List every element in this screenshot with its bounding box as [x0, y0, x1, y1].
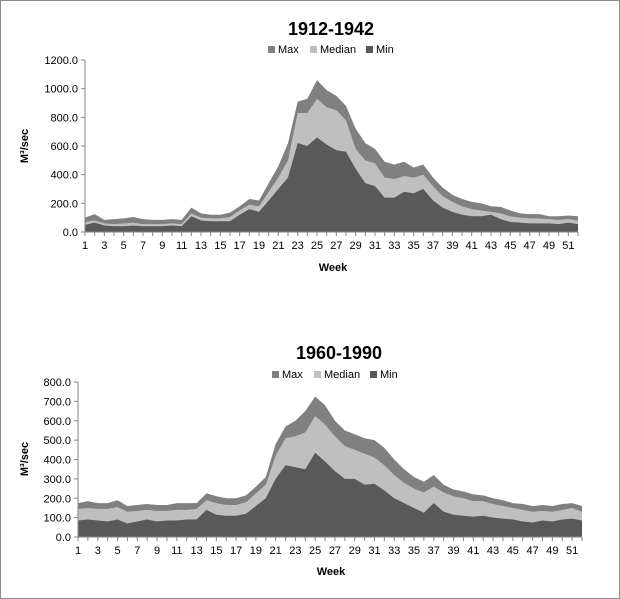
legend-label-min: Min [376, 44, 394, 56]
x-tick-label: 41 [466, 240, 478, 252]
y-tick-label: 800.0 [43, 377, 71, 389]
y-tick-label: 0.0 [63, 227, 78, 239]
legend-swatch-min [366, 46, 373, 53]
x-tick-label: 37 [427, 240, 439, 252]
x-tick-label: 49 [543, 240, 555, 252]
y-axis-label: M³/sec [19, 442, 31, 476]
x-tick-label: 19 [253, 240, 265, 252]
x-tick-label: 47 [526, 545, 538, 557]
legend-label-max: Max [278, 44, 299, 56]
y-axis-label: M³/sec [19, 129, 31, 163]
chart-1960-1990: 1960-1990 Max Median Min M³/sec Week 0.0 10… [19, 343, 583, 578]
y-tick-label: 600.0 [50, 141, 78, 153]
x-tick-label: 7 [140, 240, 146, 252]
y-tick-label: 200.0 [50, 198, 78, 210]
x-tick-label: 15 [210, 545, 222, 557]
y-tick-label: 1200.0 [44, 55, 78, 67]
y-tick-label: 500.0 [43, 435, 71, 447]
x-tick-label: 1 [82, 240, 88, 252]
y-tick-label: 200.0 [43, 493, 71, 505]
legend-label-median: Median [320, 44, 356, 56]
x-tick-label: 17 [230, 545, 242, 557]
legend-swatch-min [370, 371, 377, 378]
y-tick-label: 1000.0 [44, 84, 78, 96]
legend-swatch-median [310, 46, 317, 53]
x-tick-label: 35 [408, 240, 420, 252]
chart-legend: Max Median Min [272, 369, 398, 381]
legend-swatch-max [268, 46, 275, 53]
x-tick-label: 5 [121, 240, 127, 252]
x-tick-label: 33 [388, 545, 400, 557]
x-axis-label: Week [317, 566, 346, 578]
x-tick-label: 17 [234, 240, 246, 252]
y-tick-label: 800.0 [50, 112, 78, 124]
x-tick-label: 39 [446, 240, 458, 252]
x-tick-label: 41 [467, 545, 479, 557]
x-axis-label: Week [319, 262, 348, 274]
x-tick-label: 45 [504, 240, 516, 252]
x-tick-label: 13 [190, 545, 202, 557]
legend-label-median: Median [324, 369, 360, 381]
legend-label-max: Max [282, 369, 303, 381]
x-tick-label: 37 [428, 545, 440, 557]
x-tick-label: 1 [75, 545, 81, 557]
y-tick-label: 700.0 [43, 396, 71, 408]
x-tick-label: 5 [114, 545, 120, 557]
x-tick-label: 31 [368, 545, 380, 557]
plot-area: 0.0 100.0 200.0 300.0 400.0 500.0 600.0 700.0 80… [43, 377, 583, 557]
x-tick-label: 51 [566, 545, 578, 557]
y-tick-label: 0.0 [56, 532, 71, 544]
x-tick-label: 21 [272, 240, 284, 252]
chart-legend: Max Median Min [268, 44, 394, 56]
x-tick-label: 27 [330, 240, 342, 252]
legend-label-min: Min [380, 369, 398, 381]
x-tick-label: 33 [388, 240, 400, 252]
legend-swatch-max [272, 371, 279, 378]
x-tick-label: 15 [214, 240, 226, 252]
x-tick-label: 25 [311, 240, 323, 252]
x-tick-label: 47 [524, 240, 536, 252]
x-tick-label: 51 [562, 240, 574, 252]
y-tick-label: 100.0 [43, 513, 71, 525]
legend-swatch-median [314, 371, 321, 378]
y-tick-label: 300.0 [43, 474, 71, 486]
y-tick-label: 600.0 [43, 416, 71, 428]
x-tick-label: 3 [95, 545, 101, 557]
x-tick-label: 27 [329, 545, 341, 557]
x-tick-label: 49 [546, 545, 558, 557]
x-tick-label: 21 [270, 545, 282, 557]
chart-title: 1912-1942 [288, 19, 374, 39]
x-tick-label: 31 [369, 240, 381, 252]
x-tick-label: 35 [408, 545, 420, 557]
area-series-min [78, 452, 582, 537]
x-tick-label: 9 [154, 545, 160, 557]
x-tick-label: 29 [350, 240, 362, 252]
x-tick-label: 23 [289, 545, 301, 557]
x-tick-label: 13 [195, 240, 207, 252]
x-tick-label: 9 [159, 240, 165, 252]
x-tick-label: 11 [176, 240, 187, 252]
y-tick-label: 400.0 [50, 170, 78, 182]
x-tick-label: 25 [309, 545, 321, 557]
chart-1912-1942: 1912-1942 Max Median Min M³/sec Week 0.0 20… [19, 19, 579, 274]
chart-title: 1960-1990 [296, 343, 382, 363]
x-tick-label: 19 [250, 545, 262, 557]
x-tick-label: 3 [101, 240, 107, 252]
x-tick-label: 45 [507, 545, 519, 557]
x-tick-label: 39 [447, 545, 459, 557]
x-tick-label: 23 [292, 240, 304, 252]
y-tick-label: 400.0 [43, 455, 71, 467]
x-tick-label: 43 [485, 240, 497, 252]
x-tick-label: 11 [171, 545, 182, 557]
x-tick-label: 43 [487, 545, 499, 557]
area-series-min [85, 137, 578, 232]
x-tick-label: 7 [134, 545, 140, 557]
x-tick-label: 29 [349, 545, 361, 557]
